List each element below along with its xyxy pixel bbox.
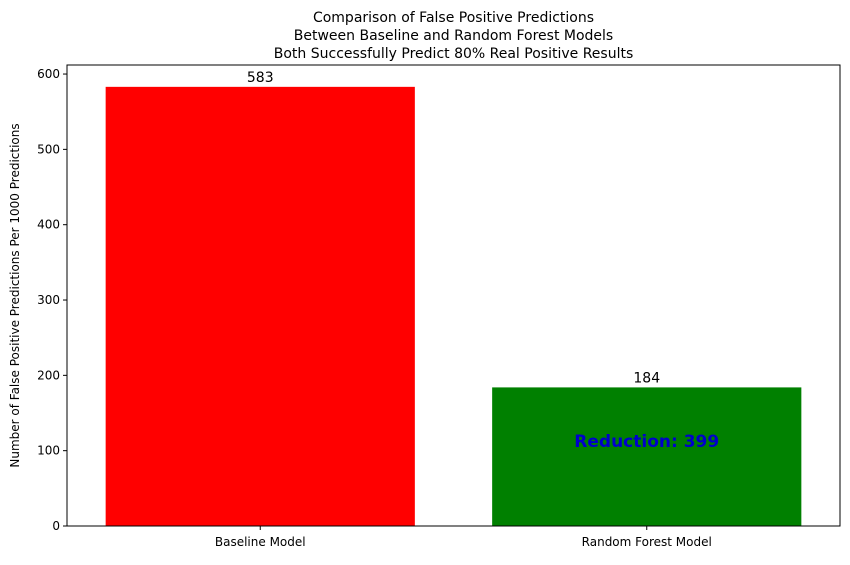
bars bbox=[105, 86, 802, 526]
y-tick-label: 0 bbox=[52, 519, 60, 533]
x-tick-label: Random Forest Model bbox=[582, 535, 712, 549]
chart-title: Comparison of False Positive Predictions… bbox=[274, 10, 634, 62]
y-tick-label: 400 bbox=[37, 218, 60, 232]
bar-baseline-model bbox=[105, 86, 415, 526]
y-tick-label: 500 bbox=[37, 142, 60, 156]
chart-title-line: Both Successfully Predict 80% Real Posit… bbox=[274, 46, 634, 62]
chart-title-line: Between Baseline and Random Forest Model… bbox=[294, 28, 613, 44]
plot-frame bbox=[66, 64, 841, 527]
y-axis-label: Number of False Positive Predictions Per… bbox=[8, 123, 22, 467]
x-axis-ticks: Baseline Model Random Forest Model bbox=[215, 526, 712, 549]
reduction-annotation: Reduction: 399 bbox=[574, 432, 719, 452]
bar-value-label: 583 bbox=[247, 70, 274, 86]
x-tick-label: Baseline Model bbox=[215, 535, 306, 549]
chart-title-line: Comparison of False Positive Predictions bbox=[313, 10, 594, 26]
bar-random-forest-model bbox=[492, 387, 802, 526]
y-tick-label: 100 bbox=[37, 444, 60, 458]
annotations: Reduction: 399 bbox=[574, 432, 719, 452]
data-labels: 583 184 bbox=[247, 70, 660, 387]
y-tick-label: 600 bbox=[37, 67, 60, 81]
y-axis-ticks: 0 100 200 300 400 500 600 bbox=[37, 67, 67, 533]
y-tick-label: 300 bbox=[37, 293, 60, 307]
y-axis-label-group: Number of False Positive Predictions Per… bbox=[8, 123, 22, 467]
y-tick-label: 200 bbox=[37, 368, 60, 382]
bar-value-label: 184 bbox=[633, 370, 660, 386]
